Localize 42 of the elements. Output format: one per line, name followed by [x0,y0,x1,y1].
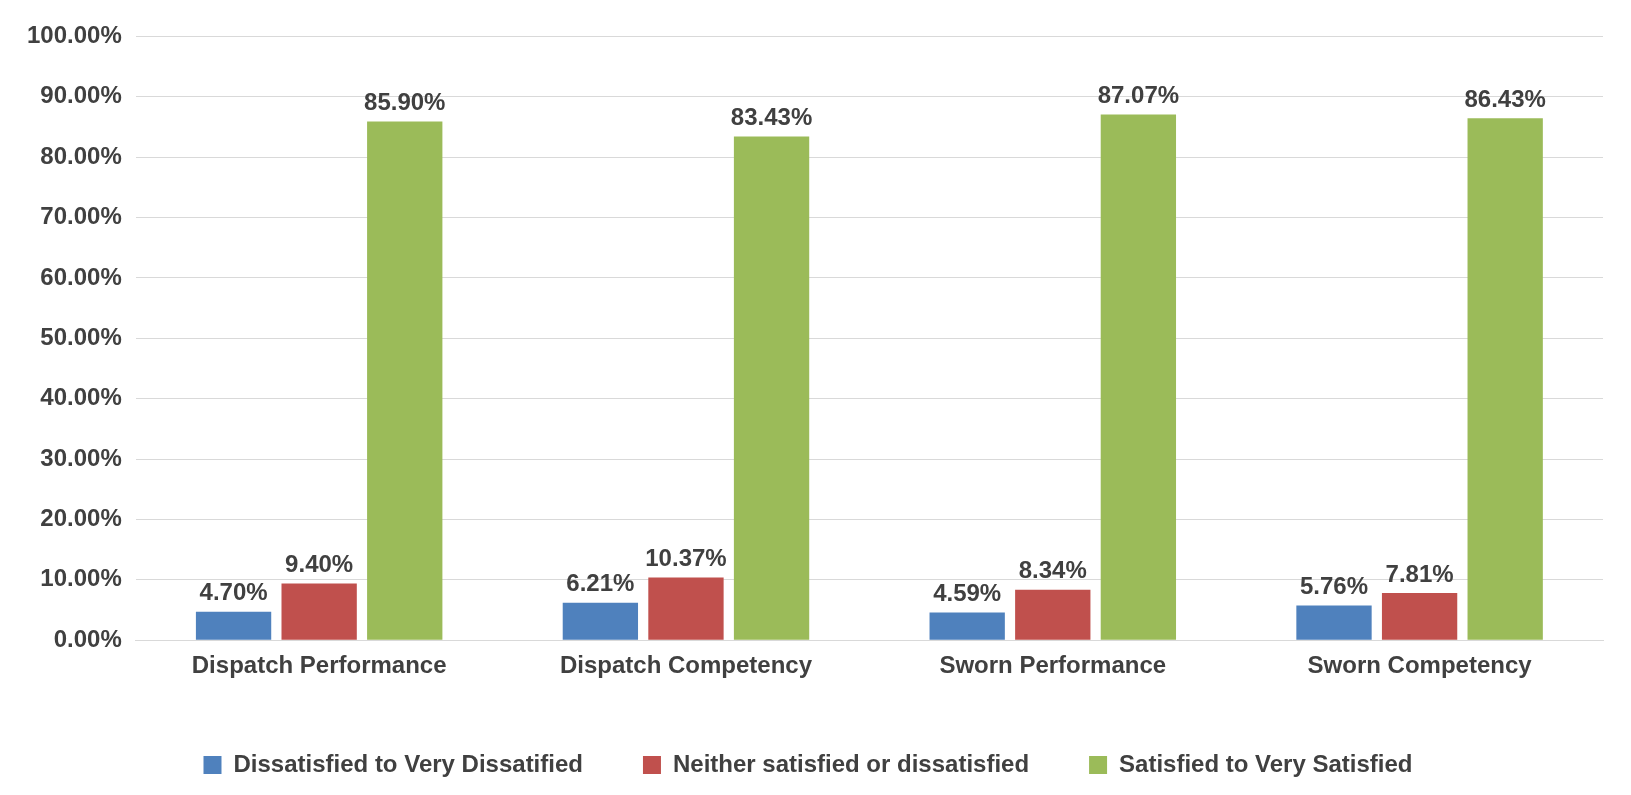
y-tick-label: 90.00% [40,81,122,109]
x-tick-label: Dispatch Competency [559,651,813,679]
data-label: 5.76% [1299,572,1369,600]
data-label: 83.43% [730,103,813,131]
y-tick-label: 80.00% [40,141,122,169]
data-label: 10.37% [645,544,727,572]
y-tick-label: 0.00% [53,624,122,652]
bar [733,136,810,640]
x-tick-label: Sworn Performance [939,651,1167,679]
y-tick-label: 100.00% [27,21,122,49]
x-tick-label: Dispatch Performance [191,651,447,679]
y-tick-label: 60.00% [40,262,122,290]
data-label: 9.40% [285,550,354,578]
y-tick-label: 40.00% [40,383,122,411]
data-label: 4.59% [933,579,1002,607]
bar [1467,118,1543,640]
bar [929,612,1005,640]
bar [195,611,272,640]
data-label: 85.90% [364,88,446,116]
bar [1296,605,1372,640]
bar [562,602,639,640]
legend-label: Satisfied to Very Satisfied [1119,749,1413,777]
bar [281,583,357,640]
data-label: 86.43% [1464,84,1546,112]
data-label: 87.07% [1097,81,1180,109]
bar [1100,114,1177,640]
bar [367,121,443,640]
legend-label: Dissatisfied to Very Dissatified [233,749,583,777]
x-tick-label: Sworn Competency [1307,651,1533,679]
y-tick-label: 10.00% [40,564,122,592]
data-label: 8.34% [1018,556,1087,584]
y-tick-label: 30.00% [40,443,122,471]
data-label: 7.81% [1385,559,1454,587]
bar [1015,589,1091,640]
y-tick-label: 70.00% [40,202,122,230]
y-tick-label: 20.00% [40,504,122,532]
y-tick-label: 50.00% [40,322,122,350]
bar [1381,593,1458,640]
data-label: 6.21% [566,569,635,597]
bar [648,577,724,640]
legend-label: Neither satisfied or dissatisfied [672,749,1030,777]
data-label: 4.70% [199,578,268,606]
